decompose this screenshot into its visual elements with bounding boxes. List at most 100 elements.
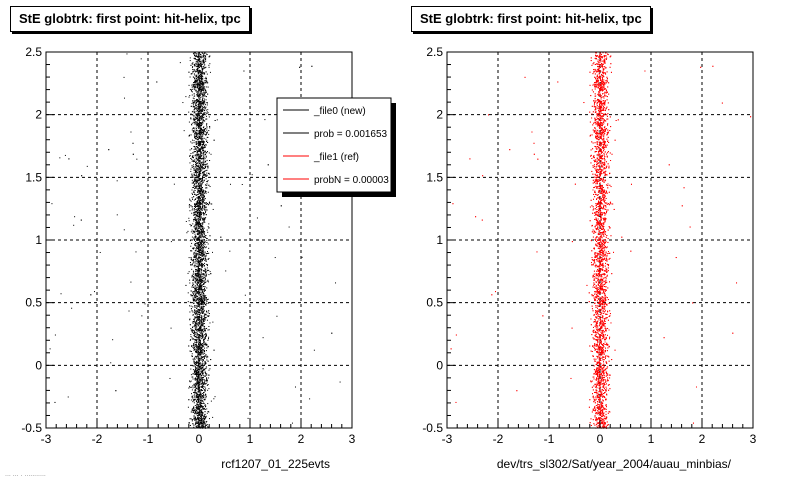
data-point xyxy=(202,156,204,158)
data-point xyxy=(200,164,202,166)
data-point xyxy=(196,233,198,235)
data-point xyxy=(193,392,195,394)
data-point xyxy=(199,101,201,103)
data-point xyxy=(194,369,196,371)
data-point xyxy=(191,166,193,168)
data-point xyxy=(199,344,201,346)
data-point xyxy=(202,190,204,192)
data-point xyxy=(200,100,201,102)
data-point xyxy=(196,272,198,274)
data-point xyxy=(199,424,201,426)
data-point xyxy=(201,250,203,252)
data-point xyxy=(209,55,211,57)
data-point xyxy=(198,251,200,253)
data-point xyxy=(205,202,207,204)
data-point xyxy=(194,228,196,230)
data-point xyxy=(195,138,197,140)
data-point xyxy=(195,378,197,380)
data-point xyxy=(196,122,198,124)
data-point xyxy=(206,299,208,301)
data-point xyxy=(197,123,199,125)
data-point xyxy=(193,160,195,162)
data-point xyxy=(201,113,203,115)
data-point xyxy=(202,340,204,342)
data-point xyxy=(199,239,201,241)
data-point xyxy=(208,257,210,259)
data-point xyxy=(193,252,195,254)
data-point xyxy=(198,182,200,184)
data-point xyxy=(197,382,199,384)
data-point xyxy=(193,182,195,184)
data-point xyxy=(197,276,199,278)
data-point xyxy=(201,107,203,109)
data-point xyxy=(203,325,205,327)
data-point xyxy=(190,113,192,115)
data-point xyxy=(199,263,201,265)
data-point xyxy=(201,263,203,265)
data-point xyxy=(199,422,201,424)
data-point xyxy=(191,88,193,90)
data-point xyxy=(206,131,208,133)
data-point xyxy=(201,266,203,268)
data-point xyxy=(203,315,205,317)
data-point xyxy=(208,66,210,68)
data-point xyxy=(201,233,203,235)
data-point xyxy=(204,375,206,377)
data-point xyxy=(200,412,202,414)
data-point xyxy=(195,167,197,169)
data-point xyxy=(204,282,206,284)
data-point xyxy=(204,273,206,275)
data-point xyxy=(198,67,200,69)
data-point xyxy=(198,172,200,174)
data-point xyxy=(201,300,203,302)
data-point xyxy=(205,366,207,368)
data-point xyxy=(195,127,197,129)
data-point xyxy=(193,426,195,428)
data-point xyxy=(193,386,195,388)
data-point xyxy=(198,399,200,401)
data-point xyxy=(197,361,199,363)
data-point xyxy=(262,337,264,339)
data-point xyxy=(191,263,193,265)
data-point xyxy=(199,309,201,311)
data-point xyxy=(204,314,206,316)
data-point xyxy=(198,198,200,200)
data-point xyxy=(198,182,200,184)
data-point xyxy=(199,53,201,55)
data-point xyxy=(203,368,205,370)
data-point xyxy=(194,332,196,334)
data-point xyxy=(199,170,201,172)
data-point xyxy=(202,59,204,61)
data-point xyxy=(199,319,201,321)
data-point xyxy=(196,373,198,375)
data-point xyxy=(200,350,202,352)
data-point xyxy=(197,414,199,416)
data-point xyxy=(198,353,200,355)
data-point xyxy=(193,346,195,348)
data-point xyxy=(197,230,199,232)
data-point xyxy=(208,184,210,186)
data-point xyxy=(200,243,202,245)
data-point xyxy=(204,207,206,209)
data-point xyxy=(201,162,203,164)
data-point xyxy=(196,376,198,378)
data-point xyxy=(192,127,194,129)
data-point xyxy=(199,363,201,365)
data-point xyxy=(201,209,203,211)
data-point xyxy=(204,380,206,382)
data-point xyxy=(193,70,195,72)
data-point xyxy=(205,302,207,304)
data-point xyxy=(198,329,200,331)
data-point xyxy=(194,386,196,388)
data-point xyxy=(202,324,204,326)
data-point xyxy=(200,79,202,81)
data-point xyxy=(187,301,189,303)
data-point xyxy=(193,331,195,333)
data-point xyxy=(204,108,206,110)
data-point xyxy=(203,273,205,275)
data-point xyxy=(202,140,204,142)
data-point xyxy=(203,214,205,216)
data-point xyxy=(196,223,198,225)
data-point xyxy=(205,397,207,399)
data-point xyxy=(202,346,204,348)
